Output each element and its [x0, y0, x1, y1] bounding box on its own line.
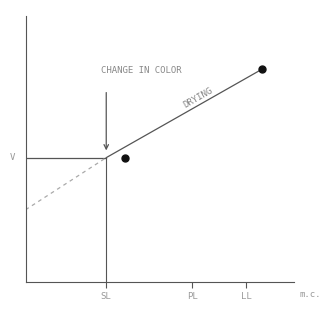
Text: CHANGE IN COLOR: CHANGE IN COLOR — [101, 66, 181, 75]
X-axis label: m.c.: m.c. — [300, 290, 320, 299]
Text: V: V — [10, 153, 15, 162]
Text: DRYING: DRYING — [182, 86, 214, 109]
